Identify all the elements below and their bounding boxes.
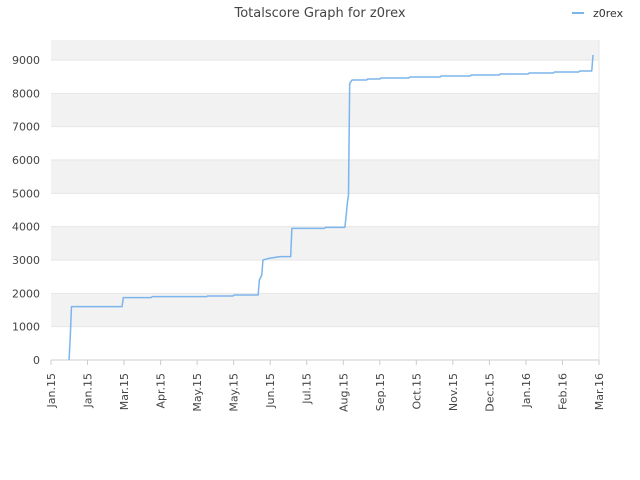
- y-tick-label: 1000: [12, 321, 40, 334]
- y-tick-label: 7000: [12, 121, 40, 134]
- y-tick-label: 9000: [12, 54, 40, 67]
- y-tick-label: 3000: [12, 254, 40, 267]
- x-tick-label: Aug.15: [337, 373, 350, 412]
- chart-title: Totalscore Graph for z0rex: [233, 6, 405, 21]
- plot-band: [51, 293, 599, 327]
- x-tick-label: May.15: [191, 373, 204, 412]
- y-tick-label: 2000: [12, 287, 40, 300]
- series-line-z0rex: [68, 54, 594, 361]
- x-tick-label: Jan.15: [82, 373, 95, 408]
- plot-band: [51, 193, 599, 227]
- x-tick-label: Jul.15: [301, 373, 314, 405]
- x-tick-label: May.15: [228, 373, 241, 412]
- plot-band: [51, 326, 599, 360]
- y-tick-label: 0: [33, 354, 40, 367]
- x-tick-label: Feb.16: [556, 373, 569, 410]
- plot-band: [51, 126, 599, 160]
- plot-band: [51, 160, 599, 194]
- x-axis: Jan.15 Jan.15 Mar.15 Apr.15 May.15 May.15 Jun.…: [45, 359, 606, 412]
- x-tick-label: Oct.15: [410, 373, 423, 410]
- legend-label: z0rex: [593, 7, 624, 20]
- x-tick-label: Mar.15: [118, 373, 131, 410]
- plot-bands: [51, 40, 599, 360]
- y-tick-label: 5000: [12, 187, 40, 200]
- legend[interactable]: z0rex: [572, 7, 624, 20]
- plot-band: [51, 40, 599, 60]
- plot-band: [51, 60, 599, 94]
- y-tick-label: 4000: [12, 221, 40, 234]
- x-tick-label: Apr.15: [155, 373, 168, 409]
- series-layer: [68, 54, 594, 361]
- y-tick-label: 8000: [12, 87, 40, 100]
- plot-band: [51, 93, 599, 127]
- x-tick-label: Dec.15: [483, 373, 496, 412]
- x-tick-label: Jun.15: [264, 373, 277, 409]
- x-tick-label: Jan.16: [520, 373, 533, 408]
- plot-band: [51, 260, 599, 294]
- x-tick-label: Nov.15: [447, 373, 460, 411]
- y-tick-label: 6000: [12, 154, 40, 167]
- x-tick-label: Mar.16: [593, 373, 606, 410]
- plot-band: [51, 226, 599, 260]
- x-tick-label: Jan.15: [45, 373, 58, 408]
- x-tick-label: Sep.15: [374, 373, 387, 411]
- y-axis: 0 1000 2000 3000 4000 5000 6000 7000 8000 9000: [12, 54, 40, 367]
- grid-lines: [51, 40, 600, 361]
